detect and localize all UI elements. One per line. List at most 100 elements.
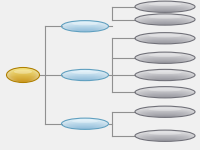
Ellipse shape [135, 91, 195, 92]
Ellipse shape [154, 97, 176, 98]
Ellipse shape [62, 123, 108, 124]
Ellipse shape [135, 136, 195, 137]
Ellipse shape [18, 81, 28, 82]
Ellipse shape [154, 130, 176, 131]
Ellipse shape [62, 26, 108, 27]
Ellipse shape [7, 76, 39, 77]
Ellipse shape [135, 135, 195, 136]
Ellipse shape [62, 73, 108, 74]
Ellipse shape [135, 18, 195, 19]
Ellipse shape [141, 41, 189, 42]
Ellipse shape [150, 140, 180, 141]
Ellipse shape [71, 119, 99, 120]
Ellipse shape [73, 128, 97, 129]
Ellipse shape [154, 1, 176, 2]
Ellipse shape [136, 20, 194, 21]
Ellipse shape [135, 111, 195, 112]
Ellipse shape [139, 138, 191, 139]
Ellipse shape [136, 36, 194, 37]
Ellipse shape [136, 59, 194, 60]
Ellipse shape [147, 131, 183, 132]
Ellipse shape [138, 72, 192, 73]
Ellipse shape [142, 41, 188, 42]
Ellipse shape [62, 123, 108, 124]
Ellipse shape [147, 79, 183, 80]
Ellipse shape [137, 59, 193, 60]
Ellipse shape [76, 31, 94, 32]
Ellipse shape [137, 21, 193, 22]
Ellipse shape [147, 23, 183, 24]
Ellipse shape [147, 107, 183, 108]
Ellipse shape [148, 3, 182, 6]
Ellipse shape [9, 71, 37, 72]
Ellipse shape [12, 69, 34, 70]
Ellipse shape [72, 71, 98, 74]
Ellipse shape [63, 125, 107, 126]
Ellipse shape [142, 132, 188, 133]
Ellipse shape [63, 28, 107, 29]
Ellipse shape [136, 73, 194, 74]
Ellipse shape [154, 62, 176, 63]
Ellipse shape [135, 19, 195, 20]
Ellipse shape [141, 132, 189, 133]
Ellipse shape [154, 14, 176, 15]
Ellipse shape [139, 22, 191, 23]
Ellipse shape [136, 110, 194, 111]
Ellipse shape [154, 11, 176, 12]
Ellipse shape [65, 72, 105, 73]
Ellipse shape [8, 72, 38, 73]
Ellipse shape [147, 15, 183, 16]
Ellipse shape [10, 79, 36, 80]
Ellipse shape [63, 73, 107, 74]
Ellipse shape [148, 34, 182, 37]
Ellipse shape [135, 112, 195, 113]
Ellipse shape [65, 77, 105, 78]
Ellipse shape [135, 92, 195, 93]
Ellipse shape [136, 18, 194, 19]
Ellipse shape [144, 115, 186, 116]
Ellipse shape [137, 36, 193, 37]
Ellipse shape [76, 118, 94, 119]
Ellipse shape [150, 62, 180, 63]
Ellipse shape [154, 140, 176, 141]
Ellipse shape [135, 74, 195, 75]
Ellipse shape [137, 55, 193, 56]
Ellipse shape [138, 94, 192, 95]
Ellipse shape [139, 72, 191, 73]
Ellipse shape [142, 139, 188, 140]
Ellipse shape [150, 11, 180, 12]
Ellipse shape [135, 58, 195, 59]
Ellipse shape [63, 76, 107, 77]
Ellipse shape [16, 81, 30, 82]
Ellipse shape [64, 28, 106, 29]
Ellipse shape [71, 70, 99, 71]
Ellipse shape [135, 57, 195, 58]
Ellipse shape [62, 124, 108, 125]
Ellipse shape [147, 96, 183, 97]
Ellipse shape [142, 3, 188, 4]
Ellipse shape [137, 113, 193, 114]
Ellipse shape [148, 88, 182, 91]
Ellipse shape [142, 78, 188, 79]
Ellipse shape [72, 22, 98, 25]
Ellipse shape [62, 124, 108, 125]
Ellipse shape [147, 2, 183, 3]
Ellipse shape [150, 70, 180, 71]
Ellipse shape [135, 111, 195, 112]
Ellipse shape [10, 70, 36, 71]
Ellipse shape [63, 24, 107, 25]
Ellipse shape [154, 106, 176, 107]
Ellipse shape [142, 61, 188, 62]
Ellipse shape [138, 40, 192, 41]
Ellipse shape [148, 54, 182, 57]
Ellipse shape [135, 75, 195, 76]
Ellipse shape [135, 136, 195, 137]
Ellipse shape [137, 90, 193, 91]
Ellipse shape [135, 19, 195, 20]
Ellipse shape [139, 9, 191, 10]
Ellipse shape [66, 120, 104, 121]
Ellipse shape [141, 16, 189, 17]
Ellipse shape [139, 60, 191, 61]
Ellipse shape [154, 87, 176, 88]
Ellipse shape [9, 78, 37, 79]
